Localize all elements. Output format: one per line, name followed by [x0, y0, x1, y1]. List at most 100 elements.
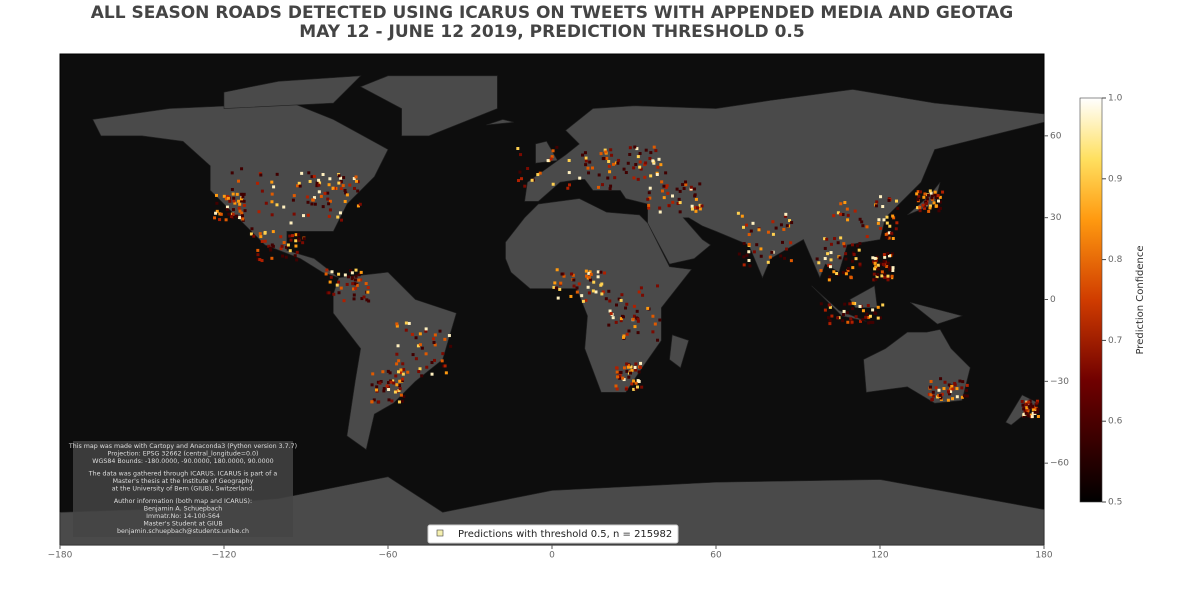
dot: [432, 337, 436, 341]
dot: [858, 304, 862, 308]
dot: [745, 253, 749, 257]
dot: [330, 270, 334, 274]
dot: [664, 186, 668, 190]
dot: [626, 161, 630, 165]
dot: [858, 264, 862, 268]
dot: [586, 166, 590, 170]
dot: [575, 290, 579, 294]
dot: [867, 316, 871, 320]
dot: [779, 223, 783, 227]
dot: [325, 291, 329, 295]
dot: [551, 149, 555, 153]
dot: [289, 238, 293, 242]
dot: [215, 201, 219, 205]
dot: [882, 259, 886, 263]
dot: [736, 211, 740, 215]
dot: [647, 191, 651, 195]
x-tick-label: 120: [871, 551, 888, 561]
dot: [937, 388, 941, 392]
dot: [938, 200, 942, 204]
dot: [389, 380, 393, 384]
dot: [607, 164, 611, 168]
dot: [677, 197, 681, 201]
dot: [659, 163, 663, 167]
dot: [1026, 414, 1030, 418]
dot: [264, 201, 268, 205]
dot: [656, 165, 660, 169]
dot: [259, 235, 263, 239]
colorbar-tick-label: 0.6: [1108, 417, 1123, 427]
dot: [851, 301, 855, 305]
dot: [749, 229, 753, 233]
dot: [616, 161, 620, 165]
dot: [894, 227, 898, 231]
dot: [256, 257, 260, 261]
dot: [371, 372, 375, 376]
dot: [886, 252, 890, 256]
dot: [895, 221, 899, 225]
dot: [357, 278, 361, 282]
dot: [271, 230, 275, 234]
dot: [947, 383, 951, 387]
dot: [584, 156, 588, 160]
dot: [752, 250, 756, 254]
dot: [684, 180, 688, 184]
dot: [874, 265, 878, 269]
dot: [233, 201, 237, 205]
dot: [682, 187, 686, 191]
dot: [298, 184, 302, 188]
dot: [581, 153, 585, 157]
dot: [887, 236, 891, 240]
dot: [923, 206, 927, 210]
dot: [939, 396, 943, 400]
dot: [619, 317, 623, 321]
dot: [865, 312, 869, 316]
dot: [635, 147, 639, 151]
dot: [841, 271, 845, 275]
dot: [1025, 402, 1029, 406]
dot: [242, 192, 246, 196]
dot: [950, 384, 954, 388]
dot: [882, 218, 886, 222]
dot: [337, 174, 341, 178]
dot: [627, 329, 631, 333]
dot: [891, 236, 895, 240]
dot: [653, 322, 657, 326]
dot: [658, 210, 662, 214]
dot: [613, 176, 617, 180]
dot: [356, 189, 360, 193]
dot: [633, 145, 637, 149]
dot: [629, 371, 633, 375]
dot: [356, 180, 360, 184]
dot: [876, 305, 880, 309]
dot: [308, 179, 312, 183]
dot: [231, 192, 235, 196]
dot: [225, 208, 229, 212]
dot: [240, 192, 244, 196]
dot: [387, 388, 391, 392]
dot: [620, 293, 624, 297]
dot: [327, 183, 331, 187]
dot: [366, 290, 370, 294]
dot: [830, 314, 834, 318]
dot: [395, 383, 399, 387]
dot: [693, 187, 697, 191]
dot: [885, 215, 889, 219]
dot: [766, 230, 770, 234]
dot: [633, 365, 637, 369]
dot: [379, 379, 383, 383]
dot: [879, 262, 883, 266]
dot: [270, 213, 274, 217]
dot: [876, 267, 880, 271]
dot: [321, 172, 325, 176]
dot: [616, 375, 620, 379]
dot: [886, 278, 890, 282]
dot: [364, 282, 368, 286]
dot: [224, 197, 228, 201]
dot: [937, 209, 941, 213]
dot: [759, 254, 763, 258]
dot: [416, 344, 420, 348]
dot: [317, 183, 321, 187]
dot: [960, 386, 964, 390]
dot: [887, 254, 891, 258]
